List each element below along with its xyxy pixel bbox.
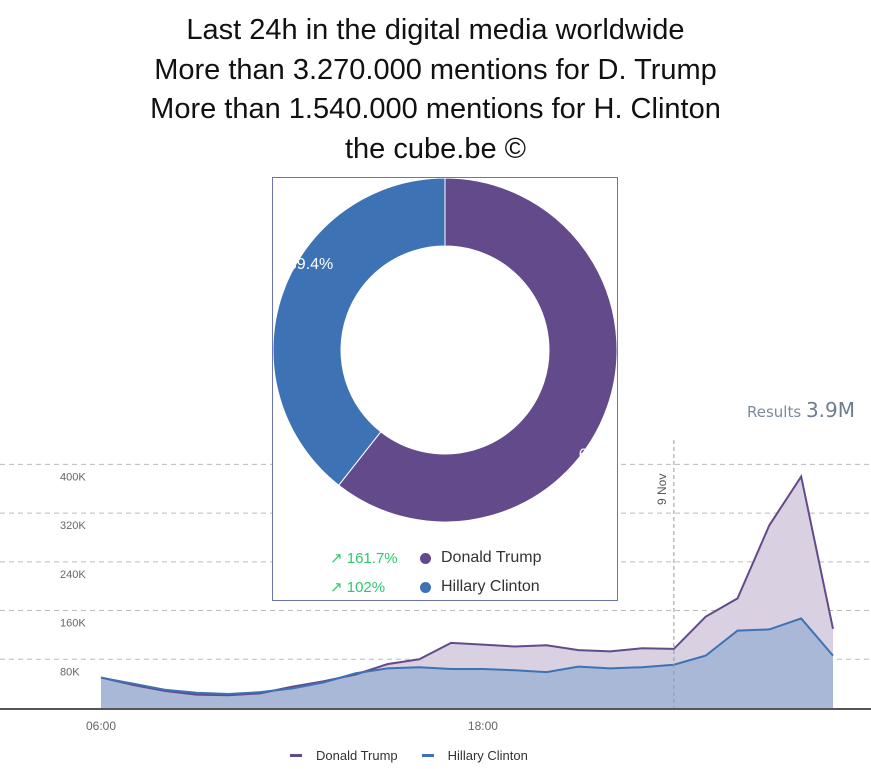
trend-clinton-value: 102%	[346, 579, 386, 596]
x-tick-label: 18:00	[468, 719, 498, 733]
title-line-4: the cube.be ©	[345, 133, 526, 165]
results-value: 3.9M	[805, 398, 855, 422]
x-tick-label: 06:00	[86, 719, 116, 733]
title-line-3: More than 1.540.000 mentions for H. Clin…	[150, 93, 721, 125]
y-tick-label: 400K	[60, 471, 86, 483]
legend-dot-trump	[420, 552, 431, 564]
slice-label-trump: 60.6%	[579, 446, 617, 463]
series-line-clinton	[100, 617, 834, 695]
legend-swatch-trump	[290, 754, 302, 757]
annotation-label: 9 Nov	[655, 474, 669, 505]
legend-dot-clinton	[420, 581, 431, 593]
series-area-clinton	[101, 618, 833, 708]
legend-swatch-clinton	[421, 754, 434, 757]
y-tick-label: 320K	[60, 520, 86, 532]
y-tick-label: 160K	[60, 618, 86, 630]
legend-label-clinton: Hillary Clinton	[447, 748, 528, 763]
y-tick-label: 240K	[60, 569, 86, 581]
donut-chart: 60.6% 39.4%	[272, 177, 624, 523]
legend-name-trump: Donald Trump	[441, 549, 542, 566]
series-line-trump	[100, 473, 834, 697]
slice-label-clinton: 39.4%	[288, 256, 333, 273]
legend-label-trump: Donald Trump	[316, 748, 398, 763]
chart-legend: Donald Trump Hillary Clinton	[290, 748, 528, 763]
trend-trump: ↗ 161.7%	[330, 550, 398, 567]
donut-legend-trump: ↗ 161.7% Donald Trump	[330, 547, 542, 569]
donut-panel: 60.6% 39.4%	[272, 177, 624, 601]
slice-clinton	[272, 177, 446, 486]
legend-item-trump[interactable]: Donald Trump	[290, 748, 398, 763]
results-label: Results	[746, 403, 802, 421]
title-line-1: Last 24h in the digital media worldwide	[186, 14, 685, 46]
series-area-trump	[101, 476, 833, 708]
trend-trump-value: 161.7%	[346, 550, 398, 567]
legend-item-clinton[interactable]: Hillary Clinton	[421, 748, 528, 763]
results-summary: Results 3.9M	[747, 398, 855, 422]
donut-legend-clinton: ↗ 102% Hillary Clinton	[330, 576, 540, 598]
legend-name-clinton: Hillary Clinton	[441, 578, 540, 595]
title-line-2: More than 3.270.000 mentions for D. Trum…	[154, 54, 717, 86]
trend-clinton: ↗ 102%	[330, 579, 386, 596]
y-tick-label: 80K	[60, 666, 80, 678]
slice-trump	[338, 177, 618, 523]
